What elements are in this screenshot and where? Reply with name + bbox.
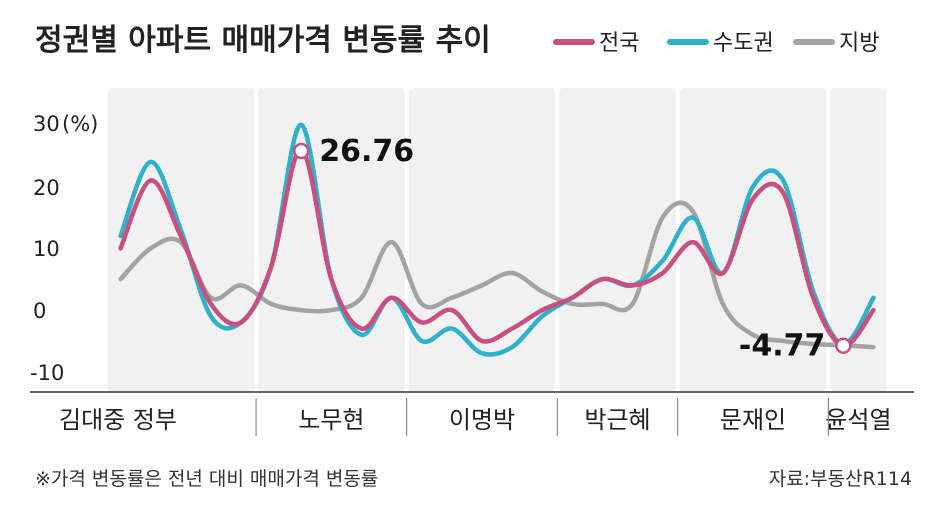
ytick-20: 20 — [33, 176, 60, 200]
legend-label-national: 전국 — [599, 31, 639, 56]
annotation-label: -4.77 — [739, 329, 825, 364]
ytick-10: 10 — [33, 237, 60, 261]
ytick-minus-10: -10 — [30, 361, 64, 385]
era-label: 윤석열 — [825, 406, 891, 434]
source-note: 자료:부동산R114 — [769, 468, 912, 490]
chart-title: 정권별 아파트 매매가격 변동률 추이 — [35, 23, 491, 58]
annotation-layer: 26.76 -4.77 — [293, 134, 852, 364]
era-labels: 김대중 정부 노무현 이명박 박근혜 문재인 윤석열 — [59, 398, 892, 436]
era-label: 이명박 — [449, 406, 515, 434]
era-label: 문재인 — [720, 406, 786, 434]
y-axis: 30 (%) 20 10 0 -10 — [30, 112, 98, 385]
ytick-30: 30 — [33, 112, 60, 136]
era-band — [408, 88, 556, 392]
annotation-marker — [293, 142, 310, 160]
era-label: 노무현 — [298, 406, 364, 434]
series-line-provincial — [118, 200, 876, 350]
era-label: 박근혜 — [584, 406, 650, 434]
series-layer — [118, 122, 876, 357]
era-band — [679, 88, 827, 392]
footnote: ※가격 변동률은 전년 대비 매매가격 변동률 — [35, 468, 378, 490]
ytick-0: 0 — [33, 299, 46, 323]
era-label: 김대중 정부 — [59, 406, 177, 434]
legend-label-capital: 수도권 — [713, 31, 774, 56]
y-unit: (%) — [62, 112, 98, 136]
annotation-label: 26.76 — [319, 134, 414, 169]
legend: 전국 수도권 지방 — [553, 31, 879, 56]
era-band — [559, 88, 676, 392]
era-band — [830, 88, 887, 392]
legend-label-provincial: 지방 — [839, 31, 879, 56]
annotation-marker — [835, 337, 852, 354]
series-line-national — [118, 147, 876, 348]
